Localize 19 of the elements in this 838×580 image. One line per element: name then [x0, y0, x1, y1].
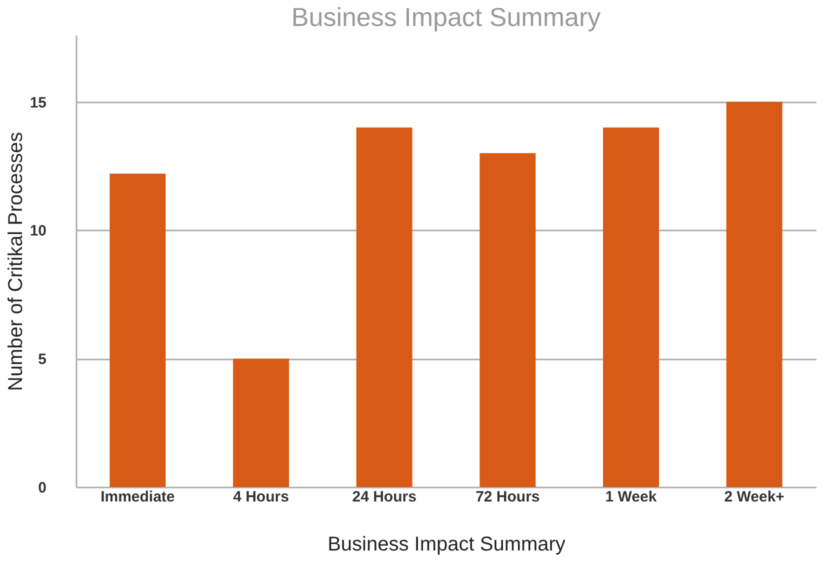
y-tick-label: 10: [30, 222, 46, 240]
x-tick-label: Immediate: [100, 488, 175, 506]
x-tick-label: 2 Week+: [724, 488, 785, 506]
bar: [603, 127, 659, 487]
y-tick-label: 0: [38, 480, 46, 496]
y-tick-label: 5: [38, 351, 46, 368]
bar: [110, 174, 166, 487]
x-tick-label: 4 Hours: [233, 488, 289, 506]
x-tick-label: 24 Hours: [352, 488, 416, 506]
bar: [233, 358, 289, 487]
chart-title: Business Impact Summary: [291, 2, 601, 32]
bar: [726, 102, 782, 487]
bar: [480, 153, 536, 487]
y-axis-title: Number of Critikal Processes: [4, 132, 27, 391]
x-axis-title: Business Impact Summary: [328, 534, 566, 556]
bar: [356, 127, 412, 487]
y-tick-label: 15: [30, 94, 46, 112]
x-tick-label: 1 Week: [605, 488, 658, 506]
x-tick-label: 72 Hours: [476, 488, 540, 506]
